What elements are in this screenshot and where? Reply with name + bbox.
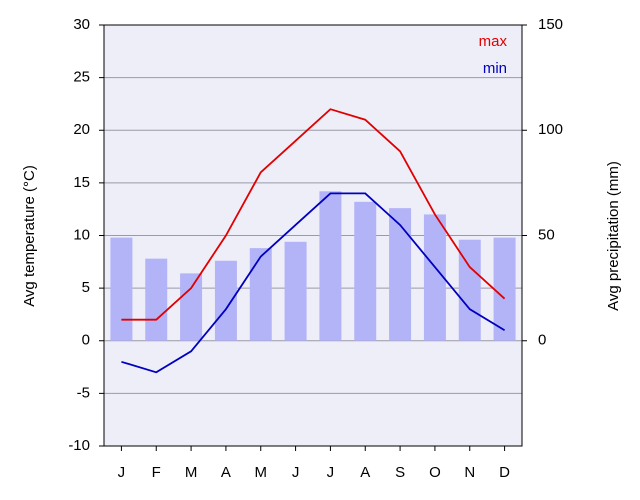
bar xyxy=(249,248,272,341)
y-tick-label: 20 xyxy=(73,121,90,138)
x-tick-label: M xyxy=(255,464,268,481)
y-tick-label: 10 xyxy=(73,226,90,243)
x-tick-label: S xyxy=(395,464,405,481)
x-tick-label: J xyxy=(118,464,126,481)
x-tick-label: J xyxy=(327,464,335,481)
line xyxy=(121,192,506,374)
line xyxy=(121,108,506,321)
bar xyxy=(180,273,203,341)
bar xyxy=(493,237,516,341)
bar xyxy=(458,239,481,341)
y-tick-label: -10 xyxy=(68,437,90,454)
y-tick-label: 0 xyxy=(82,332,90,349)
x-tick-label: A xyxy=(221,464,231,481)
y2-axis-title: Avg precipitation (mm) xyxy=(605,161,622,311)
bar xyxy=(145,258,168,341)
y-tick-label: 30 xyxy=(73,16,90,33)
y2-tick-label: 50 xyxy=(538,226,555,243)
x-tick-label: M xyxy=(185,464,198,481)
x-tick-label: F xyxy=(152,464,161,481)
x-tick-label: N xyxy=(464,464,475,481)
bar xyxy=(389,208,412,341)
y-tick-label: -5 xyxy=(77,384,90,401)
plot-frame xyxy=(103,24,523,447)
y-axis-title: Avg temperature (°C) xyxy=(21,165,38,307)
x-tick-label: J xyxy=(292,464,300,481)
y2-tick-label: 100 xyxy=(538,121,563,138)
bar xyxy=(284,241,307,341)
x-tick-label: O xyxy=(429,464,441,481)
bar xyxy=(354,201,377,341)
x-tick-label: A xyxy=(360,464,370,481)
bar xyxy=(423,214,446,341)
legend-entry: max xyxy=(479,33,508,50)
x-tick-label: D xyxy=(499,464,510,481)
y-tick-label: 25 xyxy=(73,69,90,86)
y-tick-label: 5 xyxy=(82,279,90,296)
legend-entry: min xyxy=(483,60,507,77)
y-tick-label: 15 xyxy=(73,174,90,191)
bar xyxy=(110,237,133,341)
y2-tick-label: 150 xyxy=(538,16,563,33)
bar xyxy=(319,191,342,341)
bar xyxy=(214,260,237,341)
y2-tick-label: 0 xyxy=(538,332,546,349)
